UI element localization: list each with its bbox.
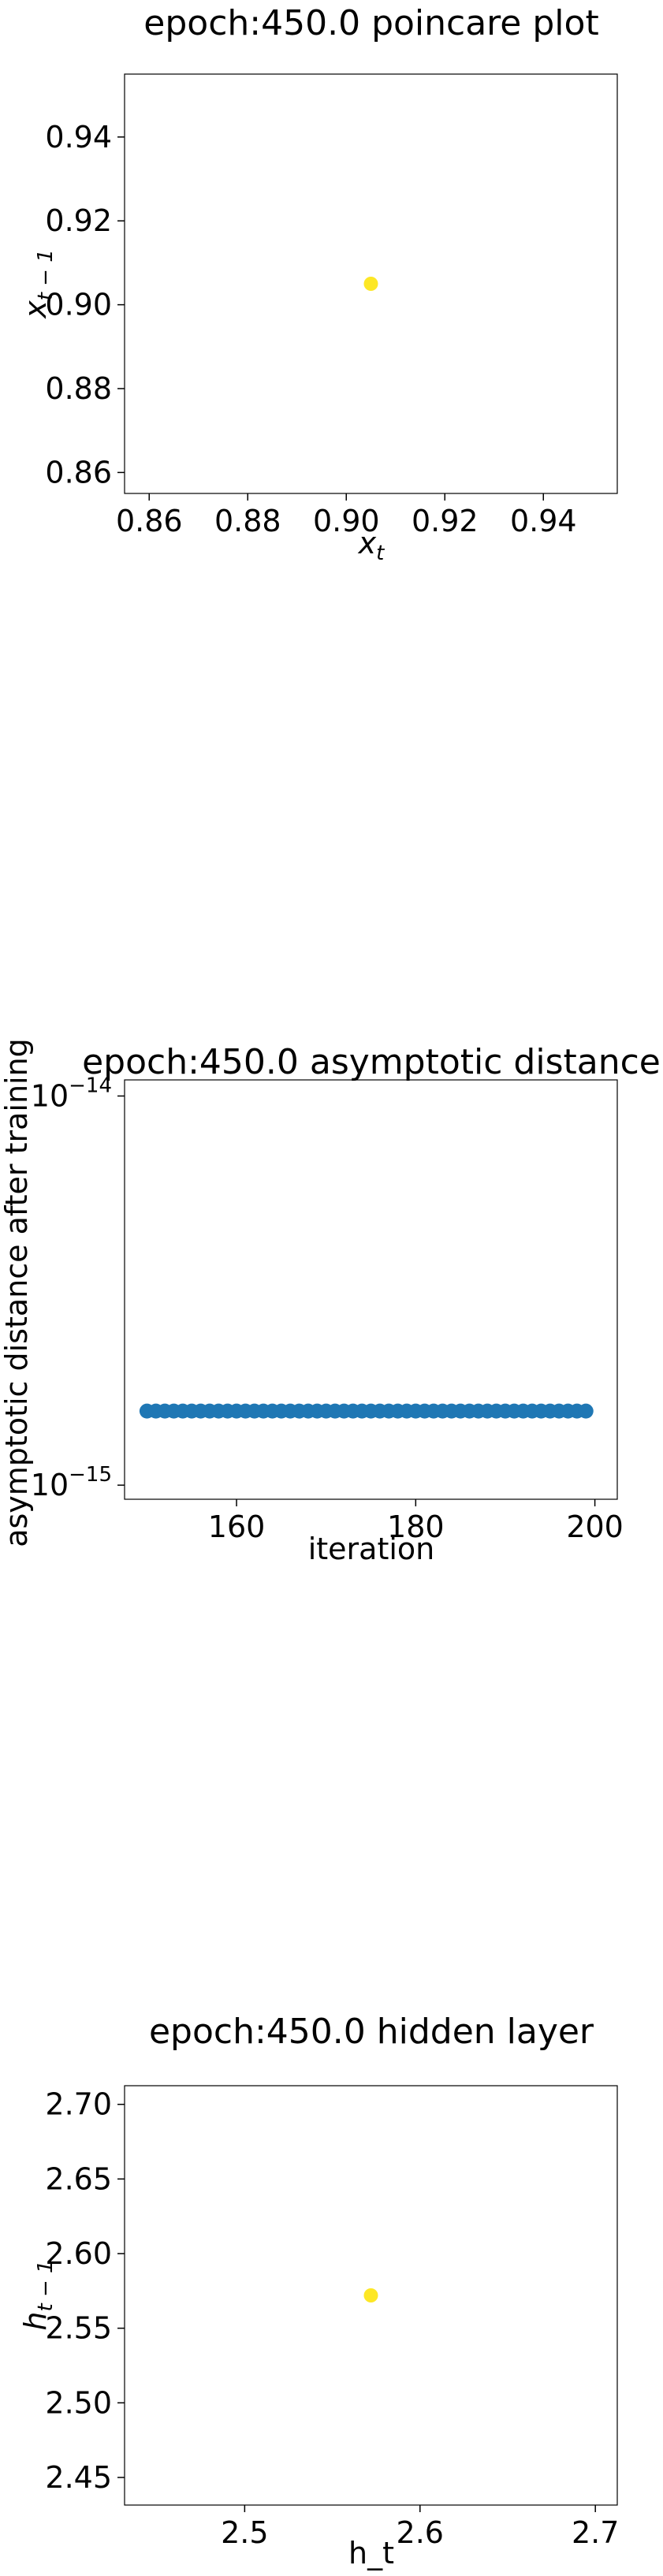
hidden-layer-chart: epoch:450.0 hidden layer 2.5 2.6 2.7 2.452… [18, 2012, 619, 2570]
x-tick-label: 2.5 [221, 2515, 268, 2550]
chart-title: epoch:450.0 asymptotic distance [82, 1042, 661, 1082]
data-points [139, 1403, 594, 1419]
y-tick-label: 2.60 [45, 2236, 112, 2271]
data-point [363, 277, 378, 291]
y-tick-label: 0.92 [45, 203, 112, 238]
x-ticks: 2.5 2.6 2.7 [221, 2505, 619, 2550]
y-tick-label: 0.90 [45, 288, 112, 322]
x-tick-label: 2.7 [572, 2515, 619, 2550]
y-tick-label: 2.70 [45, 2087, 112, 2122]
poincare-plot-chart: epoch:450.0 poincare plot 0.86 0.88 0.90 0.… [18, 3, 618, 565]
x-axis-label: xt [358, 526, 386, 565]
x-tick-label: 160 [208, 1509, 266, 1544]
x-tick-label: 0.88 [214, 504, 281, 538]
y-tick-label: 10−14 [31, 1074, 112, 1113]
plot-frame [124, 73, 618, 494]
y-ticks: 0.86 0.88 0.90 0.92 0.94 [45, 120, 125, 490]
y-tick-label: 2.65 [45, 2161, 112, 2196]
y-axis-label: xt − 1 [18, 249, 58, 319]
x-axis-label: iteration [308, 1532, 435, 1566]
x-axis-label: h_t [348, 2536, 394, 2570]
data-point [363, 2288, 378, 2302]
y-ticks: 2.45 2.50 2.55 2.60 2.65 2.70 [45, 2087, 125, 2495]
y-tick-label: 0.94 [45, 120, 112, 154]
plot-frame [124, 2085, 618, 2506]
chart-title: epoch:450.0 poincare plot [143, 3, 598, 43]
x-tick-label: 0.92 [412, 504, 479, 538]
y-ticks: 10−15 10−14 [31, 1074, 125, 1502]
x-ticks: 0.86 0.88 0.90 0.92 0.94 [116, 493, 577, 538]
x-tick-label: 2.6 [397, 2515, 444, 2550]
x-tick-label: 180 [387, 1509, 445, 1544]
y-tick-label: 0.86 [45, 455, 112, 490]
y-axis-label: asymptotic distance after training [0, 1038, 34, 1547]
x-tick-label: 0.86 [116, 504, 183, 538]
y-tick-label: 2.55 [45, 2311, 112, 2346]
y-tick-label: 0.88 [45, 371, 112, 406]
y-tick-label: 2.50 [45, 2385, 112, 2420]
y-axis-label: ht − 1 [18, 2260, 58, 2330]
x-ticks: 160 180 200 [208, 1499, 624, 1544]
x-tick-label: 0.94 [510, 504, 577, 538]
plot-frame [124, 1079, 618, 1500]
chart-title: epoch:450.0 hidden layer [149, 2012, 594, 2052]
x-tick-label: 0.90 [313, 504, 380, 538]
data-point [578, 1403, 594, 1419]
y-tick-label: 2.45 [45, 2460, 112, 2495]
y-tick-label: 10−15 [31, 1463, 112, 1502]
data-points [363, 2288, 378, 2302]
x-tick-label: 200 [566, 1509, 624, 1544]
asymptotic-distance-chart: epoch:450.0 asymptotic distance 160 180 20… [0, 1038, 661, 1566]
data-points [363, 277, 378, 291]
